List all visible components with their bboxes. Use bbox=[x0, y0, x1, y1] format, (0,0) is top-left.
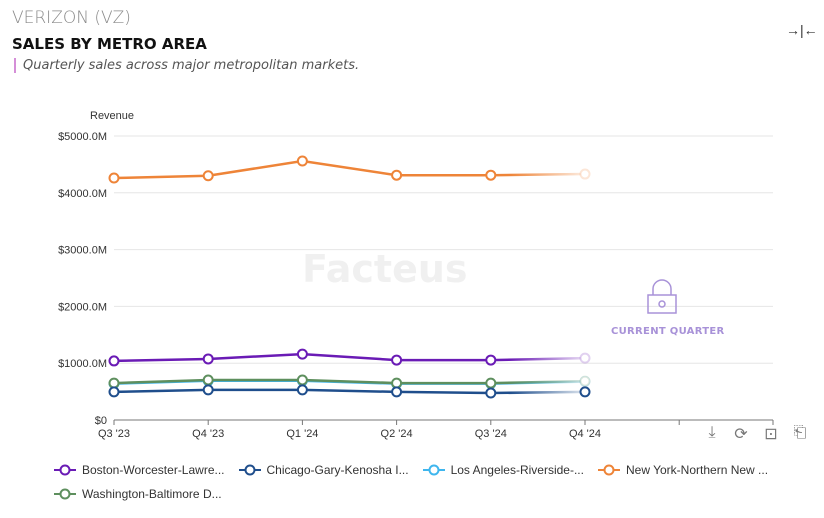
x-tick-label: Q3 '24 bbox=[475, 428, 507, 440]
data-point[interactable] bbox=[108, 355, 120, 367]
y-axis-label: Revenue bbox=[90, 110, 134, 122]
company-name: VERIZON (VZ) bbox=[12, 8, 131, 28]
series-line-projection bbox=[490, 390, 586, 395]
series-line-projection bbox=[490, 356, 586, 362]
series-line-projection bbox=[490, 172, 586, 177]
zoom-reset-icon[interactable]: ⎗ bbox=[793, 424, 807, 441]
chart-subtitle: Quarterly sales across major metropolita… bbox=[14, 58, 359, 73]
series-line-projection bbox=[490, 379, 586, 385]
y-tick-label: $2000.0M bbox=[58, 301, 107, 313]
legend-marker-icon bbox=[597, 464, 620, 476]
data-point[interactable] bbox=[296, 155, 308, 167]
x-tick-label: Q1 '24 bbox=[286, 428, 318, 440]
data-point[interactable] bbox=[391, 377, 403, 389]
legend-label: New York-Northern New ... bbox=[625, 463, 769, 477]
legend-label: Los Angeles-Riverside-... bbox=[450, 463, 584, 477]
data-point[interactable] bbox=[391, 169, 403, 181]
y-tick-label: $5000.0M bbox=[58, 131, 107, 143]
legend-item[interactable]: Boston-Worcester-Lawre... bbox=[54, 458, 225, 482]
y-tick-label: $3000.0M bbox=[58, 245, 107, 257]
watermark: Facteus bbox=[302, 247, 468, 291]
data-point[interactable] bbox=[202, 374, 214, 386]
data-point[interactable] bbox=[485, 169, 497, 181]
data-point[interactable] bbox=[202, 353, 214, 365]
x-tick-label: Q4 '24 bbox=[569, 428, 601, 440]
x-tick-label: Q4 '23 bbox=[192, 428, 224, 440]
data-point[interactable] bbox=[296, 374, 308, 386]
zoom-in-icon[interactable]: ⊡ bbox=[764, 426, 778, 443]
legend-item[interactable]: New York-Northern New ... bbox=[597, 458, 769, 482]
data-point[interactable] bbox=[391, 354, 403, 366]
data-point[interactable] bbox=[108, 377, 120, 389]
refresh-icon[interactable]: ⟳ bbox=[734, 426, 748, 443]
data-point[interactable] bbox=[579, 386, 591, 398]
current-quarter-label: CURRENT QUARTER bbox=[611, 326, 725, 337]
data-point[interactable] bbox=[296, 384, 308, 396]
collapse-icon[interactable]: →|← bbox=[786, 22, 818, 38]
chart-title: SALES BY METRO AREA bbox=[12, 35, 207, 53]
legend-item[interactable]: Los Angeles-Riverside-... bbox=[422, 458, 584, 482]
data-point[interactable] bbox=[296, 348, 308, 360]
legend-label: Washington-Baltimore D... bbox=[82, 487, 222, 501]
legend-marker-icon bbox=[238, 464, 261, 476]
data-point[interactable] bbox=[202, 384, 214, 396]
x-tick-label: Q2 '24 bbox=[381, 428, 413, 440]
data-point[interactable] bbox=[202, 170, 214, 182]
legend-marker-icon bbox=[54, 488, 76, 500]
download-icon[interactable]: ⤓ bbox=[708, 424, 716, 441]
data-point[interactable] bbox=[579, 168, 591, 180]
legend: Boston-Worcester-Lawre... Chicago-Gary-Ke… bbox=[54, 458, 814, 506]
legend-item[interactable]: Chicago-Gary-Kenosha I... bbox=[238, 458, 409, 482]
line-chart: Facteus Revenue $0 $1000.0M $2000.0M $3000.… bbox=[58, 110, 774, 440]
legend-item[interactable]: Washington-Baltimore D... bbox=[54, 482, 222, 506]
legend-label: Boston-Worcester-Lawre... bbox=[82, 463, 225, 477]
legend-marker-icon bbox=[422, 464, 445, 476]
legend-marker-icon bbox=[54, 464, 76, 476]
data-point[interactable] bbox=[579, 375, 591, 387]
y-tick-label: $1000.0M bbox=[58, 358, 107, 370]
data-point[interactable] bbox=[391, 386, 403, 398]
data-point[interactable] bbox=[485, 387, 497, 399]
data-point[interactable] bbox=[108, 172, 120, 184]
data-point[interactable] bbox=[579, 352, 591, 364]
x-tick-label: Q3 '23 bbox=[98, 428, 130, 440]
data-point[interactable] bbox=[485, 354, 497, 366]
legend-label: Chicago-Gary-Kenosha I... bbox=[266, 463, 409, 477]
data-point[interactable] bbox=[108, 386, 120, 398]
y-tick-label: $4000.0M bbox=[58, 188, 107, 200]
lock-icon bbox=[645, 279, 679, 320]
y-tick-label: $0 bbox=[95, 415, 107, 427]
data-point[interactable] bbox=[485, 377, 497, 389]
